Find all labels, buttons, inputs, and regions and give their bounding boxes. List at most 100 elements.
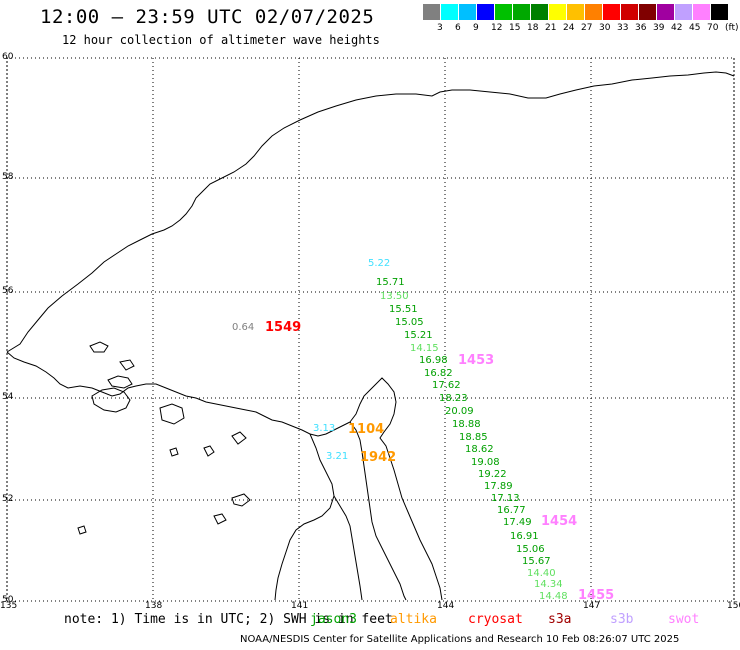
latitude-label: 60: [2, 52, 14, 62]
latitude-label: 50: [2, 595, 14, 605]
scale-swatch: [513, 4, 530, 20]
coastal-islet-1: [89, 341, 109, 353]
pass-time-label: 1104: [348, 422, 385, 437]
satellite-legend-item: jason3: [310, 612, 357, 627]
latitude-label: 52: [2, 494, 14, 504]
inland-lake-2: [231, 431, 247, 445]
pass-time-label: 1455: [578, 588, 615, 603]
scale-label: 39: [653, 23, 665, 33]
scale-swatch: [711, 4, 728, 20]
wave-height-value: 15.06: [516, 544, 545, 555]
satellite-legend-item: cryosat: [468, 612, 523, 627]
pass-time-label: 1454: [541, 514, 578, 529]
wave-height-value: 15.51: [389, 304, 418, 315]
satellite-legend-item: altika: [390, 612, 437, 627]
satellite-legend-item: swot: [668, 612, 700, 627]
scale-swatch: [477, 4, 494, 20]
scale-label: 15: [509, 23, 521, 33]
wave-height-value: 19.22: [478, 469, 507, 480]
wave-height-value: 18.88: [452, 419, 481, 430]
inland-lake-3: [231, 493, 251, 507]
wave-height-value: 3.21: [326, 451, 349, 462]
scale-swatch: [549, 4, 566, 20]
coastline-amur-shore: [274, 433, 335, 601]
pass-time-label: 1453: [458, 353, 495, 368]
wave-height-value: 18.85: [459, 432, 488, 443]
wave-height-value: 14.40: [527, 568, 556, 579]
wave-height-value: 15.67: [522, 556, 551, 567]
wave-height-value: 18.23: [439, 393, 468, 404]
graticule: [6, 57, 735, 602]
pass-time-label: 1942: [360, 450, 397, 465]
map-title: 12:00 — 23:59 UTC 02/07/2025: [40, 6, 375, 28]
scale-swatch: [675, 4, 692, 20]
wave-height-value: 0.64: [232, 322, 255, 333]
scale-swatch: [567, 4, 584, 20]
scale-unit: (ft): [725, 23, 739, 33]
scale-label: 3: [437, 23, 443, 33]
longitude-label: 138: [145, 601, 163, 611]
scale-label: 21: [545, 23, 557, 33]
wave-height-value: 14.48: [539, 591, 568, 602]
longitude-label: 135: [0, 601, 18, 611]
wave-height-value: 17.62: [432, 380, 461, 391]
wave-height-value: 16.82: [424, 368, 453, 379]
scale-swatch: [603, 4, 620, 20]
scale-swatch: [423, 4, 440, 20]
scale-label: 24: [563, 23, 575, 33]
latitude-label: 58: [2, 172, 14, 182]
scale-label: 6: [455, 23, 461, 33]
scale-label: 12: [491, 23, 503, 33]
coastline-sakhalin-north: [349, 377, 443, 601]
coastline-sakhalin-west: [349, 421, 407, 601]
shantar-islands-2: [107, 375, 133, 389]
scale-label: 36: [635, 23, 647, 33]
coastal-islet-2: [119, 359, 135, 371]
scale-label: 33: [617, 23, 629, 33]
wave-height-value: 19.08: [471, 457, 500, 468]
longitude-label: 150: [727, 601, 740, 611]
scale-swatch: [657, 4, 674, 20]
scale-label: 18: [527, 23, 539, 33]
inland-lake-4: [213, 513, 227, 525]
shantar-islands-1: [91, 387, 131, 413]
wave-height-value: 15.71: [376, 277, 405, 288]
inland-lake-6: [169, 447, 179, 457]
longitude-label: 144: [437, 601, 455, 611]
wave-height-value: 16.91: [510, 531, 539, 542]
scale-label: 30: [599, 23, 611, 33]
latitude-label: 56: [2, 286, 14, 296]
scale-swatch: [621, 4, 638, 20]
scale-swatch: [459, 4, 476, 20]
wave-height-value: 17.13: [491, 493, 520, 504]
wave-height-value: 3.13: [313, 423, 336, 434]
wave-height-value: 15.21: [404, 330, 433, 341]
inland-lake-5: [77, 525, 87, 535]
shantar-islands-3: [159, 403, 185, 425]
scale-swatch: [693, 4, 710, 20]
wave-height-value: 16.77: [497, 505, 526, 516]
scale-label: 9: [473, 23, 479, 33]
longitude-label: 147: [583, 601, 601, 611]
inland-lake-1: [203, 445, 215, 457]
satellite-legend-item: s3b: [610, 612, 634, 627]
latitude-label: 54: [2, 392, 14, 402]
credit-line: NOAA/NESDIS Center for Satellite Applica…: [240, 634, 680, 645]
scale-label: 70: [707, 23, 719, 33]
scale-swatch: [495, 4, 512, 20]
wave-height-value: 13.50: [380, 291, 409, 302]
scale-label: 45: [689, 23, 701, 33]
note-text: note: 1) Time is in UTC; 2) SWH is in fe…: [64, 612, 393, 627]
wave-height-value: 20.09: [445, 406, 474, 417]
satellite-legend-item: s3a: [548, 612, 572, 627]
wave-height-value: 18.62: [465, 444, 494, 455]
longitude-label: 141: [291, 601, 309, 611]
coastline-tatar-strait: [333, 495, 363, 601]
map-subtitle: 12 hour collection of altimeter wave hei…: [62, 33, 380, 47]
scale-label: 42: [671, 23, 683, 33]
wave-height-value: 15.05: [395, 317, 424, 328]
wave-height-value: 17.49: [503, 517, 532, 528]
wave-height-value: 16.98: [419, 355, 448, 366]
